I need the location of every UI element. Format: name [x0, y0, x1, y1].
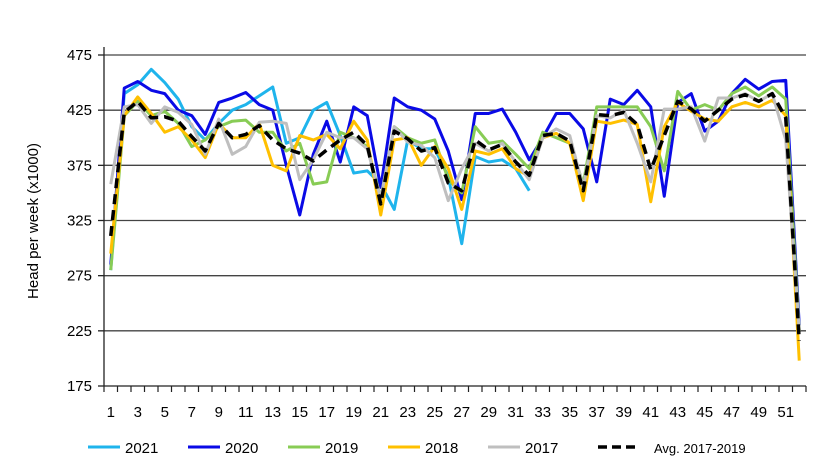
legend-item: 2019 [288, 440, 358, 457]
series-line-2017 [109, 92, 801, 331]
y-tick-label: 375 [67, 157, 92, 174]
x-tick-label: 31 [507, 404, 524, 421]
x-tick-label: 11 [238, 404, 254, 421]
x-tick-label: 15 [291, 404, 308, 421]
x-tick-label: 17 [318, 404, 335, 421]
legend-label: 2019 [325, 440, 358, 457]
x-tick-label: 5 [161, 404, 169, 421]
legend-item: 2018 [388, 440, 458, 457]
x-tick-label: 13 [264, 404, 281, 421]
x-axis-ticks: 1 3 5 7 9 11 13 15 17 19 21 23 25 27 29 31 33 35 37 39 41 43 4… [103, 386, 807, 421]
x-tick-label: 27 [453, 404, 470, 421]
series-lines [109, 67, 801, 361]
legend-item: 2017 [488, 440, 558, 457]
x-tick-label: 21 [372, 404, 389, 421]
series-line-2021 [109, 67, 531, 271]
y-axis-ticks: 175 225 275 325 375 425 475 [67, 47, 104, 395]
y-tick-label: 425 [67, 102, 92, 119]
x-tick-label: 33 [534, 404, 551, 421]
y-tick-label: 325 [67, 213, 92, 230]
x-tick-label: 23 [399, 404, 416, 421]
legend-label: 2017 [525, 440, 558, 457]
x-tick-label: 3 [134, 404, 142, 421]
x-tick-label: 49 [750, 404, 767, 421]
x-tick-label: 25 [426, 404, 443, 421]
x-tick-label: 35 [561, 404, 578, 421]
legend-item: 2020 [188, 440, 258, 457]
x-tick-label: 43 [669, 404, 686, 421]
x-tick-label: 41 [642, 404, 659, 421]
y-tick-label: 475 [67, 47, 92, 64]
y-tick-label: 175 [67, 378, 92, 395]
x-tick-label: 1 [107, 404, 115, 421]
x-tick-label: 51 [777, 404, 794, 421]
x-tick-label: 7 [188, 404, 196, 421]
y-tick-label: 275 [67, 268, 92, 285]
series-line-2020 [109, 77, 801, 326]
legend: 2021 2020 2019 2018 2017 Avg. 2017-2019 [88, 440, 746, 457]
x-tick-label: 29 [480, 404, 497, 421]
legend-item: 2021 [88, 440, 158, 457]
x-tick-label: 39 [615, 404, 632, 421]
y-tick-label: 225 [67, 323, 92, 340]
x-tick-label: 19 [345, 404, 362, 421]
gridlines [103, 47, 806, 387]
x-tick-label: 45 [696, 404, 713, 421]
x-tick-label: 37 [588, 404, 605, 421]
x-tick-label: 47 [723, 404, 740, 421]
legend-label: 2021 [125, 440, 158, 457]
y-axis-label: Head per week (x1000) [25, 143, 42, 299]
x-tick-label: 9 [215, 404, 223, 421]
legend-label: Avg. 2017-2019 [654, 441, 746, 456]
legend-item: Avg. 2017-2019 [598, 441, 746, 456]
series-line-avg-2017-2019 [109, 91, 801, 341]
legend-label: 2020 [225, 440, 258, 457]
legend-label: 2018 [425, 440, 458, 457]
